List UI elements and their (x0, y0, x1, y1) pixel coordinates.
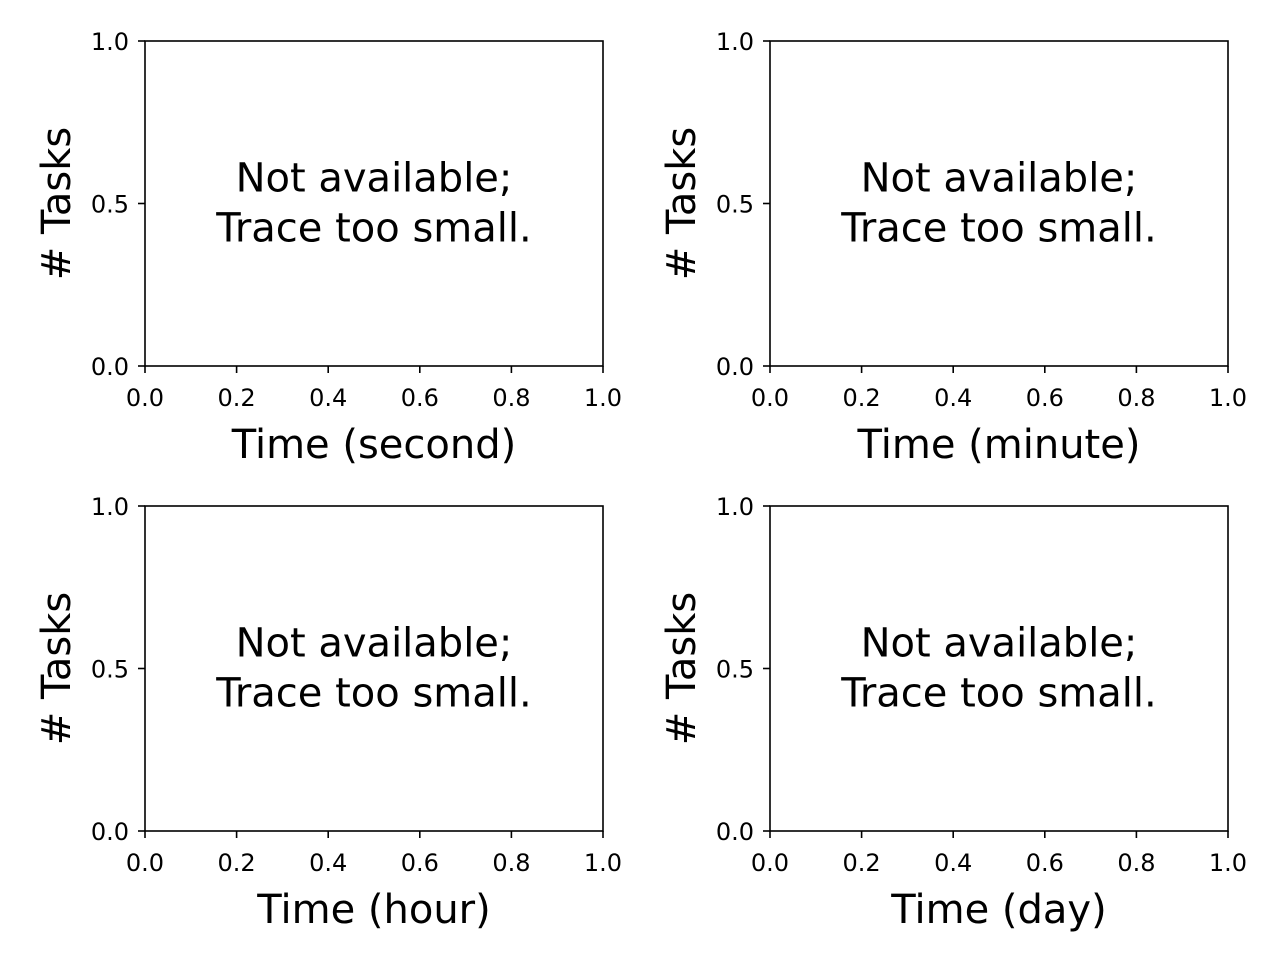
annotation-line: Not available; (861, 156, 1138, 202)
x-tick-label: 0.0 (751, 849, 789, 877)
subplot-2: 0.0 0.2 0.4 0.6 0.8 1.0 0.0 0.5 1.0 Time (minute)… (659, 28, 1247, 468)
x-tick-label: 0.2 (843, 384, 881, 412)
x-tick-label: 0.6 (401, 384, 439, 412)
annotation-line: Not available; (236, 621, 513, 667)
x-axis-label: Time (minute) (857, 422, 1141, 468)
y-axis-label: # Tasks (659, 592, 705, 745)
y-tick-label: 0.5 (91, 191, 129, 219)
annotation-line: Not available; (861, 621, 1138, 667)
y-tick-label: 0.5 (91, 656, 129, 684)
x-axis-label: Time (second) (231, 422, 516, 468)
annotation-line: Trace too small. (840, 671, 1156, 717)
x-tick-label: 0.6 (1026, 384, 1064, 412)
x-tick-label: 1.0 (584, 384, 622, 412)
x-tick-label: 0.8 (1117, 849, 1155, 877)
y-axis-label: # Tasks (659, 127, 705, 280)
y-tick-label: 0.0 (716, 353, 754, 381)
y-tick-label: 1.0 (91, 493, 129, 521)
x-tick-label: 0.2 (218, 849, 256, 877)
x-tick-label: 1.0 (1209, 849, 1247, 877)
y-tick-label: 1.0 (716, 493, 754, 521)
x-tick-label: 0.8 (492, 384, 530, 412)
x-tick-label: 0.0 (126, 849, 164, 877)
x-tick-label: 0.4 (309, 849, 347, 877)
x-tick-label: 0.0 (126, 384, 164, 412)
x-tick-label: 0.2 (843, 849, 881, 877)
annotation-line: Trace too small. (215, 671, 531, 717)
subplot-1: 0.0 0.2 0.4 0.6 0.8 1.0 0.0 0.5 1.0 Time (second)… (34, 28, 622, 468)
annotation-line: Not available; (236, 156, 513, 202)
x-tick-label: 0.6 (401, 849, 439, 877)
y-tick-label: 0.0 (716, 818, 754, 846)
x-tick-label: 1.0 (1209, 384, 1247, 412)
subplot-4: 0.0 0.2 0.4 0.6 0.8 1.0 0.0 0.5 1.0 Time (day) # T… (659, 493, 1247, 933)
y-tick-label: 0.0 (91, 353, 129, 381)
annotation-line: Trace too small. (215, 206, 531, 252)
y-axis-label: # Tasks (34, 127, 80, 280)
annotation-line: Trace too small. (840, 206, 1156, 252)
x-axis-label: Time (hour) (256, 887, 490, 933)
y-axis-label: # Tasks (34, 592, 80, 745)
x-tick-label: 0.2 (218, 384, 256, 412)
x-tick-label: 0.8 (1117, 384, 1155, 412)
x-tick-label: 0.4 (934, 384, 972, 412)
x-tick-label: 0.6 (1026, 849, 1064, 877)
x-tick-label: 0.8 (492, 849, 530, 877)
y-tick-label: 1.0 (716, 28, 754, 56)
x-tick-label: 1.0 (584, 849, 622, 877)
y-tick-label: 0.0 (91, 818, 129, 846)
x-axis-label: Time (day) (890, 887, 1106, 933)
x-tick-label: 0.4 (309, 384, 347, 412)
y-tick-label: 1.0 (91, 28, 129, 56)
x-tick-label: 0.0 (751, 384, 789, 412)
subplot-grid: 0.0 0.2 0.4 0.6 0.8 1.0 0.0 0.5 1.0 Time (second)… (34, 28, 1247, 933)
subplot-3: 0.0 0.2 0.4 0.6 0.8 1.0 0.0 0.5 1.0 Time (hour) # … (34, 493, 622, 933)
x-tick-label: 0.4 (934, 849, 972, 877)
y-tick-label: 0.5 (716, 656, 754, 684)
y-tick-label: 0.5 (716, 191, 754, 219)
